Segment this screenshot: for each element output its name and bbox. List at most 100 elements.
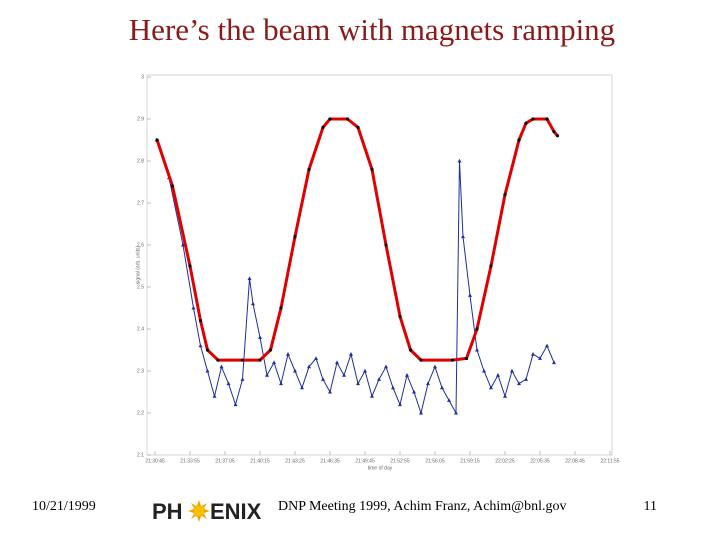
point [268,348,273,352]
y-tick-label: 2.5 [137,284,144,290]
y-tick-label: 2.4 [137,326,144,332]
point [226,381,231,386]
slide-title: Here’s the beam with magnets ramping [129,12,615,47]
point [286,352,290,356]
plot-frame [146,74,613,456]
logo-sun [188,500,210,522]
point [464,356,469,360]
point [188,264,192,268]
y-tick-label: 2.6 [137,242,144,248]
point [219,364,224,369]
point [503,394,507,398]
logo: PH ENIX [152,499,262,524]
point [300,385,304,390]
point [205,368,210,373]
point [370,167,374,171]
point [450,358,455,362]
point [170,184,175,188]
point [384,364,388,369]
x-tick-label: 21:40:15 [250,458,270,464]
x-tick-label: 21:59:15 [460,458,480,464]
point [555,134,560,138]
point [345,117,350,121]
date: 10/21/1999 [32,499,96,514]
point [233,402,238,407]
point [205,348,210,352]
point [531,352,535,356]
y-tick-label: 2.7 [137,200,144,206]
series-line [156,139,555,415]
point [524,377,528,381]
point [293,368,297,373]
point [545,343,549,348]
point [240,358,245,362]
point [265,373,269,377]
x-tick-label: 21:37:05 [215,458,235,464]
y-tick-label: 2.2 [137,410,144,416]
point [398,314,402,318]
point [408,348,413,352]
point [240,377,245,381]
point [461,234,465,239]
point [328,117,332,121]
point [475,347,479,352]
point [517,381,521,386]
x-tick-label: 22:05:35 [530,458,550,464]
x-tick-label: 22:02:25 [495,458,515,464]
point [419,410,423,415]
y-tick-label: 2.9 [137,116,144,122]
y-tick-label: 2.1 [137,452,144,458]
x-tick-label: 22:11:55 [600,458,619,464]
point [433,364,437,369]
point [321,377,325,381]
point [279,306,283,310]
page-number: 11 [644,499,657,514]
x-tick-label: 22:08:45 [565,458,585,464]
point [489,385,493,390]
point [307,364,311,369]
point [272,360,276,365]
footer: DNP Meeting 1999, Achim Franz, Achim@bnl… [278,499,566,514]
point [198,343,203,348]
point [475,327,479,331]
point [258,358,262,362]
point [335,360,339,365]
point [510,368,514,373]
point [552,360,556,365]
point [342,373,346,377]
x-tick-label: 21:30:45 [145,458,165,464]
x-axis-label: time of day [368,465,393,471]
point [356,125,360,129]
point [314,356,318,360]
y-axis-label: signal (arb. units) [135,245,141,284]
point [457,158,462,163]
point [552,130,556,134]
point [212,394,217,398]
point [545,117,549,121]
x-tick-label: 21:33:55 [180,458,200,464]
point [412,389,416,394]
x-tick-label: 21:46:35 [320,458,340,464]
x-tick-label: 21:49:45 [355,458,375,464]
point [216,358,220,362]
point [349,352,353,356]
point [247,276,252,281]
y-tick-label: 3 [141,74,144,80]
point [307,167,311,171]
point [482,368,486,373]
x-tick-label: 21:43:25 [285,458,305,464]
point [517,138,521,142]
point [426,381,430,386]
point [191,305,196,310]
point [447,398,451,402]
point [258,335,262,339]
point [155,138,159,142]
x-tick-label: 21:56:05 [425,458,445,464]
logo-text: PH [152,499,183,524]
logo-text: ENIX [210,499,262,524]
point [251,301,255,306]
point [496,373,500,377]
point [489,264,493,268]
point [531,117,535,121]
